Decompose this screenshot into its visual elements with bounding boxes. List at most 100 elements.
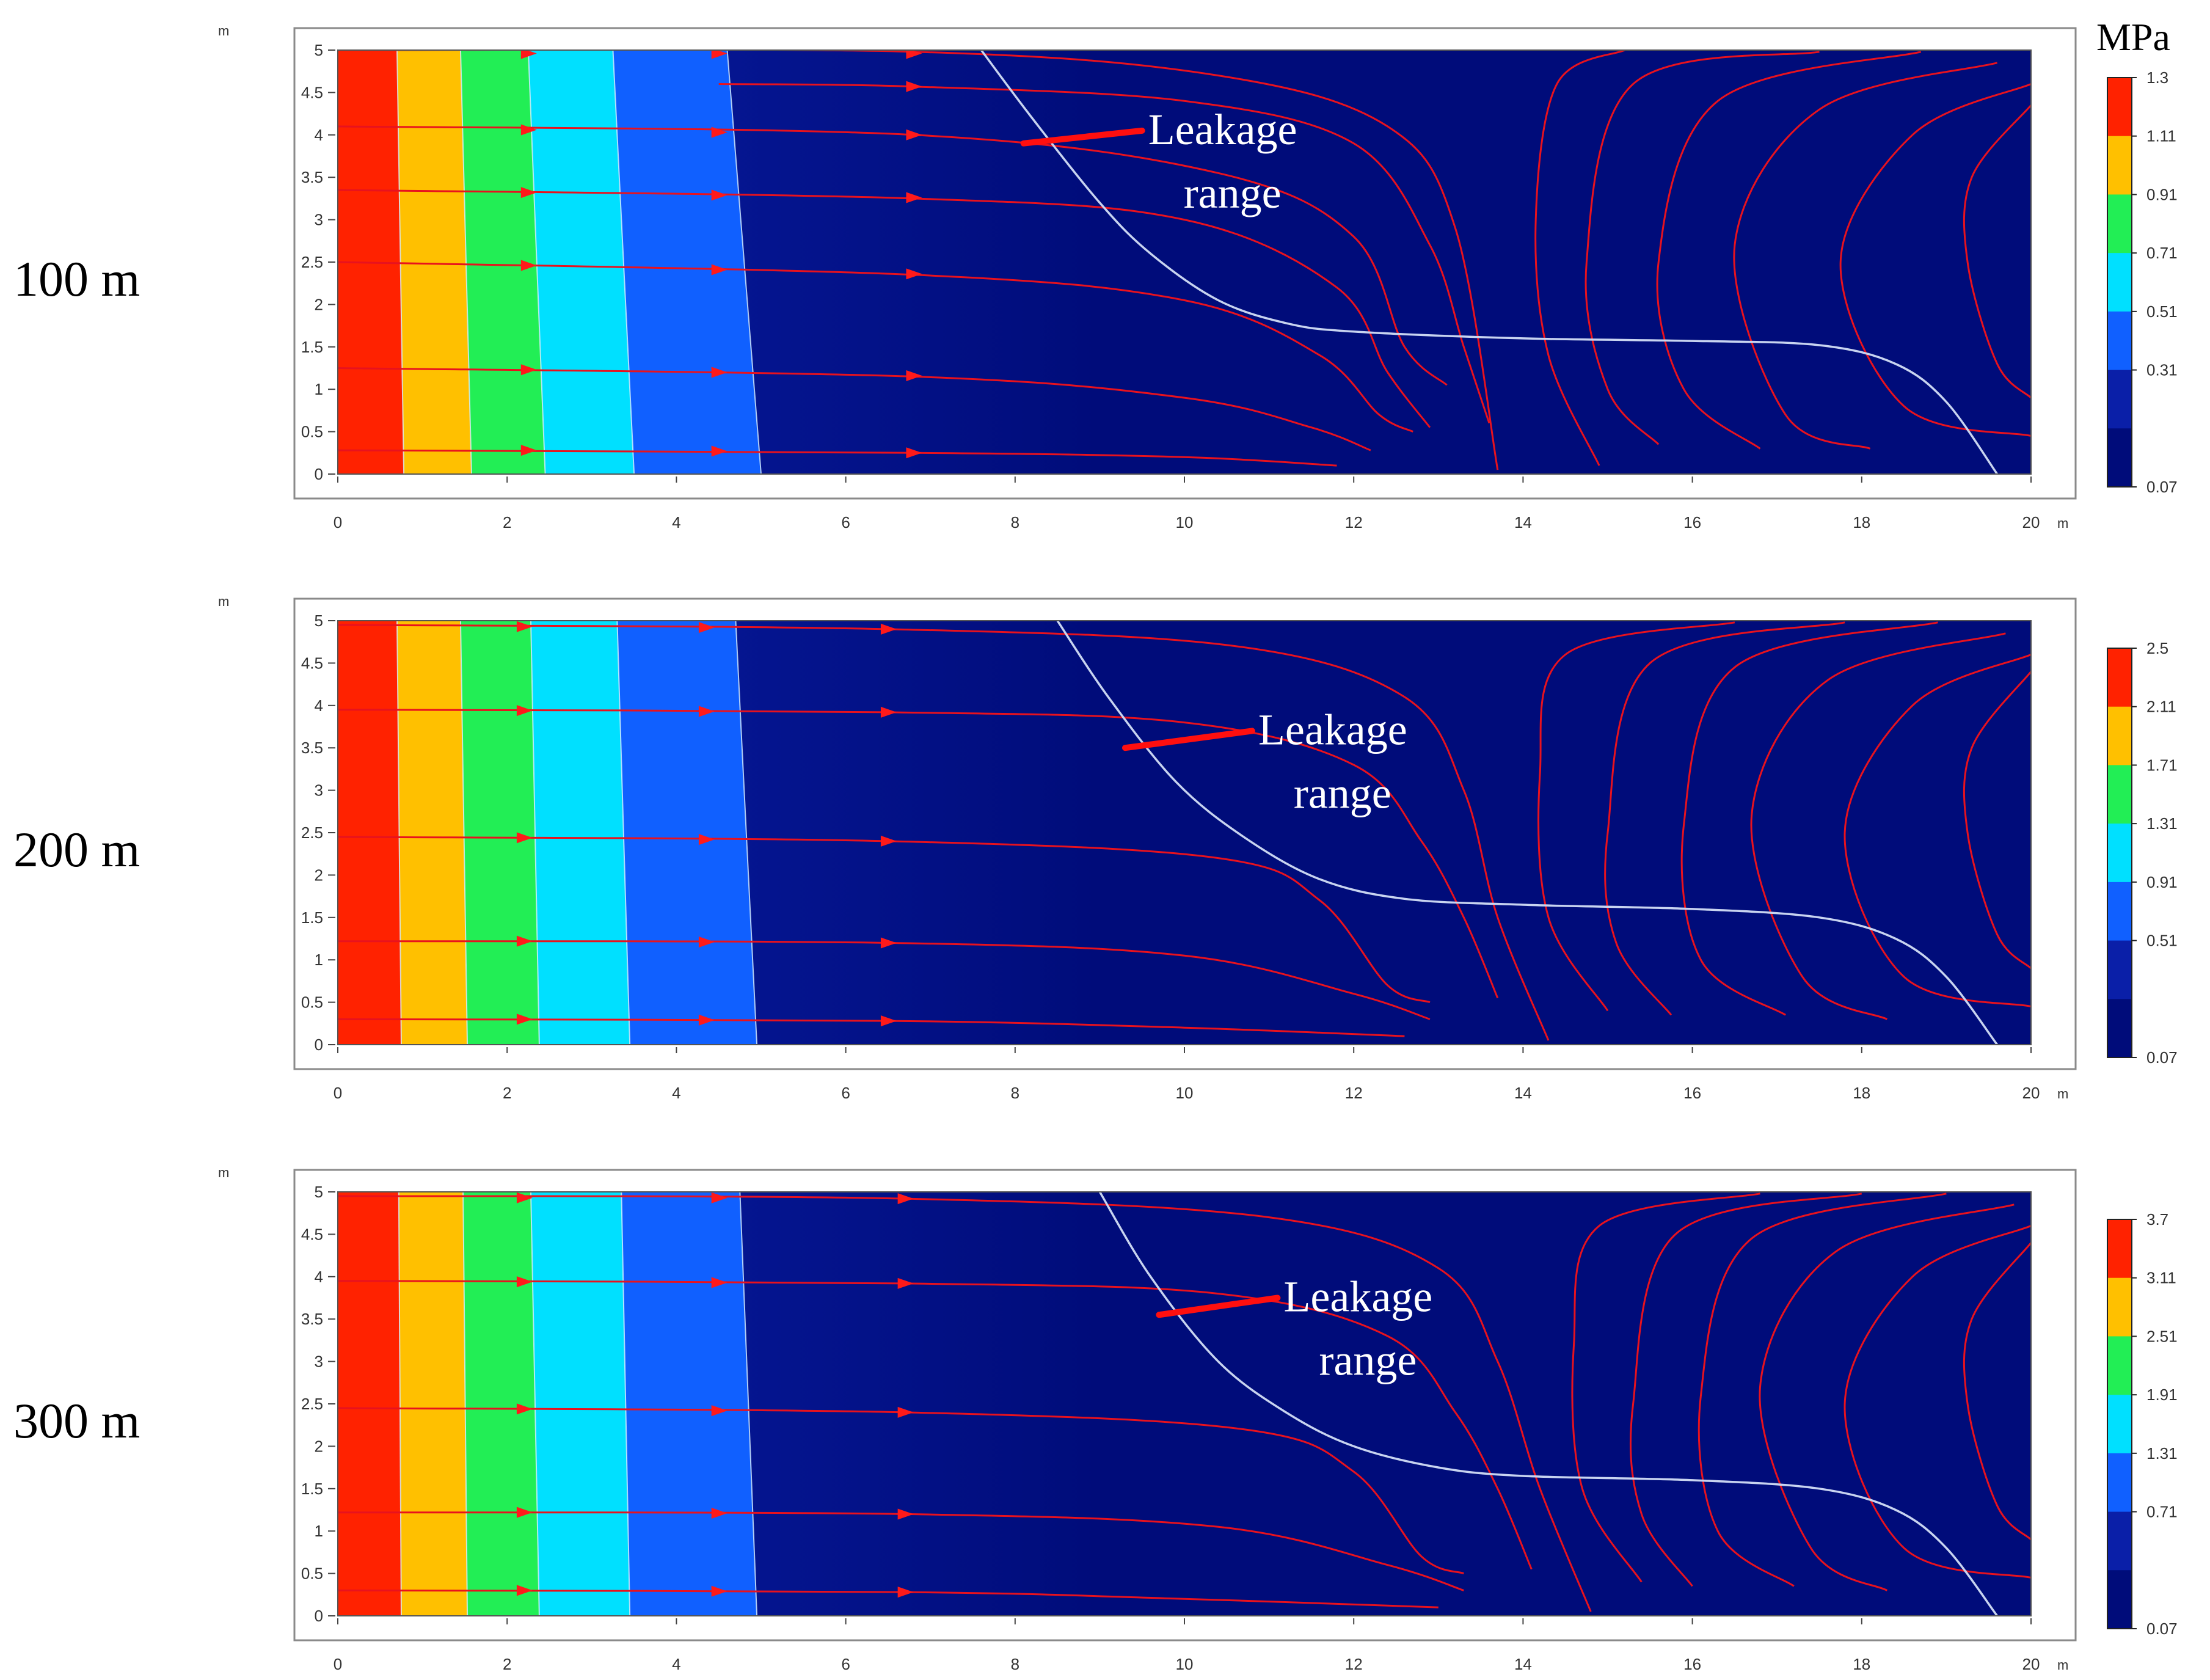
annotation-text-line1: Leakage [1258,705,1407,754]
band-contour-line [459,621,469,1045]
streamline [338,125,1448,386]
pressure-band-4 [531,621,630,1045]
colorbar-segment [2107,253,2132,312]
y-tick-label: 1 [315,1522,323,1540]
y-tick-label: 1 [315,951,323,969]
y-tick-label: 2.5 [301,1395,323,1413]
streamline-arrow [516,1585,533,1596]
colorbar-label: 2.5 [2146,639,2168,657]
colorbar-label: 0.51 [2146,932,2178,950]
streamline-arrow [906,370,922,381]
streamline [1571,1192,1760,1583]
y-tick-label: 1.5 [301,338,323,356]
plot-border [337,620,2032,1045]
streamline [338,709,1499,999]
colorbar-label: 0.91 [2146,185,2178,203]
pressure-band-5 [617,621,757,1045]
streamline-arrow [516,1013,533,1025]
x-tick-label: 0 [334,513,342,531]
x-tick-label: 4 [672,513,680,531]
colorbar-label: 2.51 [2146,1327,2178,1345]
streamline-arrow [516,621,533,632]
annotation-pointer [1156,1295,1281,1318]
band-contour-line [735,621,758,1045]
streamline [1604,621,1845,1016]
colorbar-label: 0.07 [2146,1620,2178,1638]
x-tick-label: 12 [1345,1084,1363,1102]
streamline-arrow [897,1406,914,1418]
annotation-text-line2: range [1294,769,1391,817]
streamline-arrow [897,1193,914,1205]
colorbar-label: 0.51 [2146,302,2178,321]
streamline [1963,1242,2031,1541]
y-tick-label: 4.5 [301,654,323,672]
colorbar-segment [2107,999,2132,1058]
legend-title: MPa [2096,15,2170,59]
streamline-arrow [711,50,728,59]
x-tick-label: 18 [1853,513,1870,531]
streamline-arrow [880,835,897,847]
colorbar-label: 2.11 [2146,698,2176,716]
plot-border [337,1191,2032,1616]
x-tick-label: 12 [1345,513,1363,531]
streamline-arrow [520,445,537,456]
x-tick-label: 16 [1683,1084,1701,1102]
colorbar-segment [2107,1277,2132,1337]
plot-frame [293,27,2077,500]
depth-row-label: 200 m [13,822,140,877]
y-tick-label: 5 [315,41,323,59]
band-contour-line [396,50,405,474]
streamline-arrow [711,367,728,378]
leakage-boundary-curve [1056,621,1998,1045]
streamline [338,189,1431,428]
streamline [1698,1192,1947,1587]
x-tick-label: 8 [1011,513,1019,531]
colorbar-label: 0.07 [2146,478,2178,496]
colorbar-segment [2107,940,2132,999]
x-tick-label: 20 [2022,513,2040,531]
colorbar-border [2107,77,2132,488]
colorbar-segment [2107,1395,2132,1454]
streamline [338,940,1431,1020]
streamline-arrow [520,260,537,271]
streamline [1839,83,2031,437]
y-tick-label: 3.5 [301,1310,323,1328]
y-tick-label: 2 [315,1437,323,1455]
colorbar-segment [2107,706,2132,765]
y-unit-label: m [218,23,229,38]
streamline-arrow [520,187,537,199]
streamline [1759,1203,2015,1591]
band-contour-line [612,50,635,474]
streamline [338,261,1413,433]
x-tick-label: 10 [1176,513,1194,531]
streamline-arrow [880,623,897,635]
pressure-band-5 [621,1192,757,1616]
streamline [1963,671,2031,970]
streamline-arrow [516,935,533,947]
colorbar-segment [2107,311,2132,371]
colorbar-label: 1.91 [2146,1386,2178,1404]
annotation-text-line2: range [1319,1336,1417,1385]
x-tick-label: 2 [503,1084,511,1102]
streamline [1843,1225,2031,1579]
band-contour-line [726,50,762,474]
y-tick-label: 0 [315,1035,323,1054]
streamline-arrow [897,1277,914,1289]
x-tick-label: 2 [503,513,511,531]
streamline-arrow [698,1014,715,1026]
streamline-arrow [897,1508,914,1520]
y-tick-label: 3.5 [301,168,323,186]
colorbar-segment [2107,1453,2132,1513]
streamline-arrow [516,1507,533,1518]
x-tick-label: 14 [1514,1084,1532,1102]
streamline-arrow [698,706,715,717]
streamline-arrow [906,447,922,459]
band-contour-line [527,50,546,474]
colorbar-segment [2107,428,2132,488]
y-tick-label: 4.5 [301,1225,323,1243]
x-tick-label: 16 [1683,1655,1701,1673]
x-unit-label: m [2057,516,2068,531]
y-tick-label: 4.5 [301,83,323,101]
